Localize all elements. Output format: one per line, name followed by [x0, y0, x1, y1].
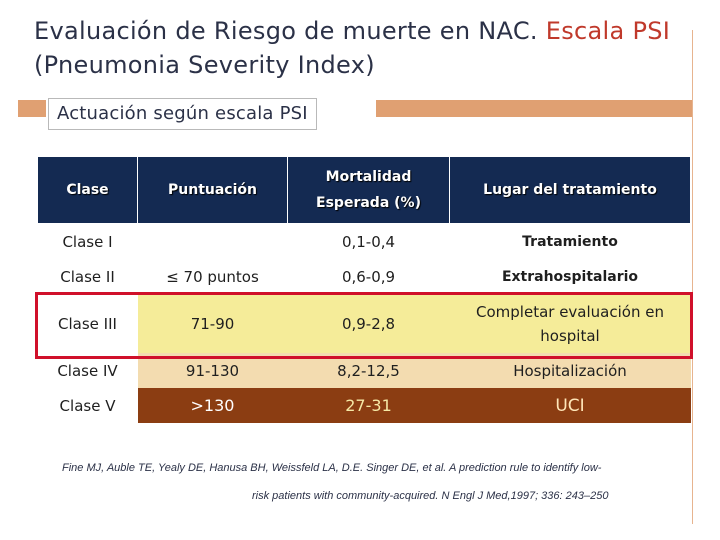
decorative-bar-right: [376, 100, 692, 117]
table-row: Clase III 71-90 0,9-2,8 Completar evalua…: [37, 294, 691, 353]
cell-lugar: Completar evaluación en hospital: [449, 294, 691, 353]
reference-line-2: risk patients with community-acquired. N…: [252, 490, 609, 502]
cell-clase: Clase I: [37, 223, 138, 259]
cell-puntuacion: [137, 223, 288, 259]
reference-citation: Fine MJ, Auble TE, Yealy DE, Hanusa BH, …: [52, 454, 682, 510]
cell-mortalidad: 8,2-12,5: [287, 353, 450, 388]
cell-puntuacion: 91-130: [137, 353, 288, 388]
cell-mortalidad: 0,9-2,8: [287, 294, 450, 353]
psi-table: Clase Puntuación Mortalidad Esperada (%)…: [37, 156, 691, 423]
header-puntuacion: Puntuación: [137, 156, 288, 224]
cell-lugar: UCI: [449, 388, 691, 423]
header-mortalidad: Mortalidad Esperada (%): [287, 156, 450, 224]
table-row: Clase II ≤ 70 puntos 0,6-0,9 Extrahospit…: [37, 259, 691, 294]
cell-lugar: Hospitalización: [449, 353, 691, 388]
header-mortalidad-line2: Esperada (%): [316, 195, 421, 211]
table-row: Clase I 0,1-0,4 Tratamiento: [37, 223, 691, 259]
table-header-row: Clase Puntuación Mortalidad Esperada (%)…: [37, 156, 691, 224]
decorative-vertical-line: [692, 30, 693, 524]
decorative-bar-left: [18, 100, 46, 117]
title-accent: Escala PSI: [545, 17, 671, 45]
title-sub: (Pneumonia Severity Index): [34, 51, 375, 79]
table-row: Clase IV 91-130 8,2-12,5 Hospitalización: [37, 353, 691, 388]
title-main: Evaluación de Riesgo de muerte en NAC.: [34, 17, 546, 45]
cell-clase: Clase III: [37, 294, 138, 353]
cell-lugar-merged-1: Tratamiento: [449, 223, 691, 259]
cell-clase: Clase IV: [37, 353, 138, 388]
table-row: Clase V >130 27-31 UCI: [37, 388, 691, 423]
cell-lugar-merged-2: Extrahospitalario: [449, 259, 691, 294]
section-subtitle: Actuación según escala PSI: [48, 98, 317, 130]
cell-puntuacion: 71-90: [137, 294, 288, 353]
header-lugar: Lugar del tratamiento: [449, 156, 691, 224]
cell-mortalidad: 0,6-0,9: [287, 259, 450, 294]
cell-puntuacion: ≤ 70 puntos: [137, 259, 288, 294]
reference-line-1: Fine MJ, Auble TE, Yealy DE, Hanusa BH, …: [62, 462, 602, 474]
header-mortalidad-line1: Mortalidad: [325, 169, 412, 185]
cell-mortalidad: 0,1-0,4: [287, 223, 450, 259]
cell-clase: Clase II: [37, 259, 138, 294]
cell-mortalidad: 27-31: [287, 388, 450, 423]
cell-clase: Clase V: [37, 388, 138, 423]
cell-puntuacion: >130: [137, 388, 288, 423]
header-clase: Clase: [37, 156, 138, 224]
slide-title: Evaluación de Riesgo de muerte en NAC. E…: [34, 14, 694, 82]
